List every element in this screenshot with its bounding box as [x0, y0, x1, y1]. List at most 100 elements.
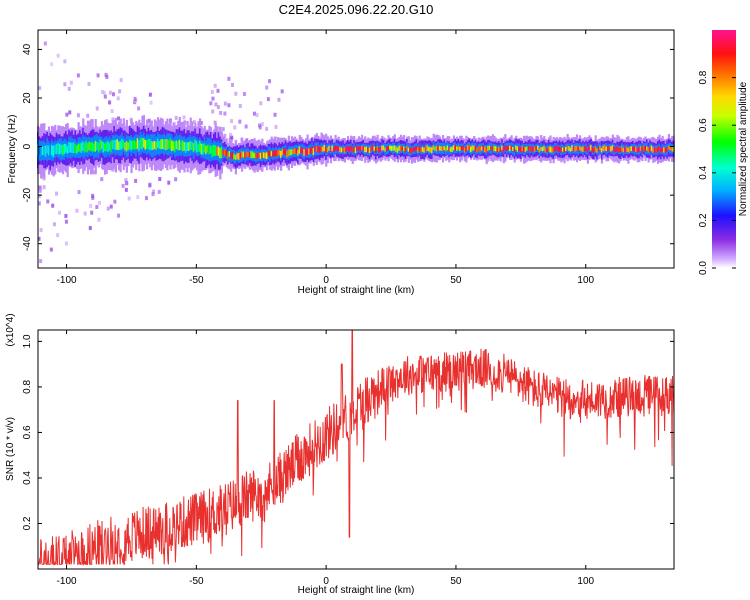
heatmap-cell — [597, 147, 600, 152]
heatmap-cell — [340, 147, 343, 153]
heatmap-cell — [510, 145, 513, 151]
heatmap-cell — [379, 147, 382, 153]
heatmap-cell — [373, 146, 376, 151]
heatmap-cell — [194, 139, 197, 151]
heatmap-noise-cell — [104, 72, 108, 77]
heatmap-noise-cell — [46, 199, 50, 204]
heatmap-cell — [630, 146, 633, 152]
heatmap-cell — [180, 141, 183, 151]
heatmap-cell — [188, 142, 191, 152]
heatmap-noise-cell — [238, 103, 242, 108]
heatmap-cell — [524, 147, 527, 152]
heatmap-cell — [306, 148, 309, 156]
heatmap-cell — [272, 151, 275, 157]
heatmap-cell — [403, 146, 406, 152]
heatmap-cell — [317, 145, 320, 152]
heatmap-cell — [395, 146, 398, 153]
heatmap-noise-cell — [211, 109, 215, 114]
heatmap-cell — [494, 146, 498, 152]
heatmap-cell — [203, 143, 206, 153]
heatmap-cell — [116, 139, 119, 150]
heatmap-noise-cell — [38, 185, 42, 190]
heatmap-cell — [484, 146, 487, 153]
heatmap-cell — [139, 137, 142, 149]
heatmap-cell — [362, 146, 365, 151]
heatmap-noise-cell — [137, 106, 141, 111]
heatmap-cell — [666, 146, 669, 152]
heatmap-noise-cell — [57, 210, 61, 215]
heatmap-noise-cell — [133, 96, 137, 101]
heatmap-cell — [239, 152, 242, 159]
heatmap-cell — [426, 145, 429, 151]
heatmap-cell — [387, 146, 390, 151]
heatmap-cell — [158, 140, 161, 149]
heatmap-cell — [505, 145, 509, 152]
heatmap-cell — [138, 139, 141, 152]
heatmap-cell — [476, 148, 479, 153]
heatmap-cell — [174, 141, 177, 153]
heatmap-cell — [251, 151, 255, 159]
heatmap-noise-cell — [52, 222, 56, 227]
heatmap-cell — [538, 148, 541, 153]
heatmap-cell — [624, 146, 627, 153]
heatmap-cell — [554, 145, 557, 152]
heatmap-cell — [627, 147, 630, 153]
heatmap-cell — [410, 147, 414, 154]
heatmap-cell — [68, 142, 71, 153]
heatmap-noise-cell — [103, 94, 107, 99]
heatmap-cell — [262, 152, 266, 158]
heatmap-cell — [370, 146, 373, 152]
heatmap-cell — [574, 145, 577, 152]
heatmap-cell — [468, 145, 471, 151]
heatmap-cell — [177, 141, 180, 151]
heatmap-cell — [322, 146, 325, 152]
colorbar-label: Normalized spectral amplitude — [738, 81, 749, 216]
heatmap-cell — [378, 147, 381, 153]
heatmap-cell — [463, 147, 466, 153]
heatmap-noise-cell — [157, 189, 161, 194]
heatmap-cell — [583, 146, 586, 152]
heatmap-cell — [191, 141, 194, 151]
heatmap-noise-cell — [100, 89, 104, 94]
heatmap-cell — [660, 148, 663, 153]
heatmap-cell — [560, 147, 563, 153]
heatmap-cell — [446, 145, 449, 151]
heatmap-cell — [365, 146, 368, 153]
heatmap-cell — [661, 146, 664, 152]
heatmap-cell — [603, 145, 607, 152]
heatmap-cell — [371, 144, 375, 151]
heatmap-cell — [431, 147, 434, 154]
heatmap-noise-cell — [110, 109, 114, 114]
heatmap-cell — [647, 147, 650, 153]
heatmap-cell — [236, 153, 239, 160]
heatmap-cell — [119, 141, 122, 150]
heatmap-cell — [348, 146, 351, 153]
heatmap-cell — [142, 138, 146, 148]
heatmap-noise-cell — [234, 91, 238, 96]
heatmap-cell — [225, 149, 228, 156]
heatmap-cell — [544, 147, 547, 153]
heatmap-cell — [354, 147, 357, 154]
heatmap-noise-cell — [255, 113, 259, 118]
heatmap-cell — [658, 146, 661, 151]
heatmap-cell — [121, 138, 124, 150]
heatmap-noise-cell — [209, 101, 213, 106]
heatmap-cell — [642, 145, 646, 151]
heatmap-cell — [99, 139, 102, 152]
heatmap-cell — [577, 146, 580, 152]
heatmap-cell — [117, 141, 121, 151]
heatmap-cell — [656, 147, 660, 154]
heatmap-cell — [65, 143, 68, 153]
heatmap-cell — [572, 146, 575, 152]
heatmap-cell — [166, 139, 169, 150]
heatmap-cell — [222, 150, 225, 156]
heatmap-cell — [248, 152, 252, 158]
heatmap-cell — [46, 145, 49, 154]
snr-y-tick-label: 0.4 — [22, 471, 33, 485]
heatmap-noise-cell — [64, 219, 68, 224]
heatmap-cell — [265, 152, 269, 160]
heatmap-cell — [314, 145, 317, 152]
heatmap-cell — [290, 149, 294, 155]
heatmap-cell — [197, 144, 200, 152]
heatmap-cell — [164, 138, 167, 151]
